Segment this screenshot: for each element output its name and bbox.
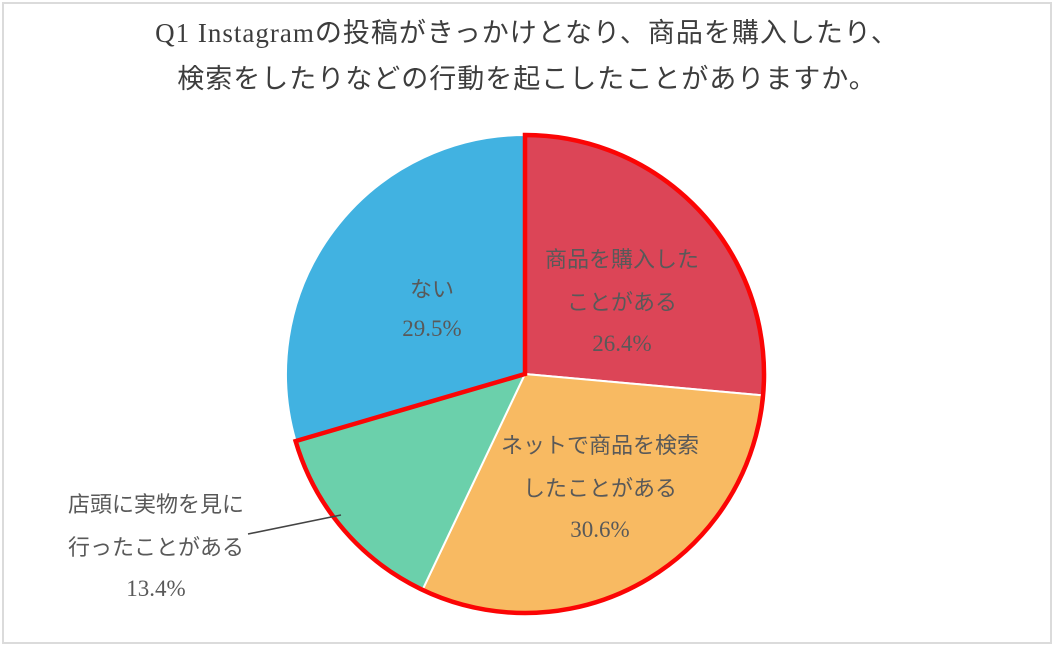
slice-label-search-pct: 30.6% bbox=[570, 517, 630, 542]
slice-label-purchase-line-2: ことがある bbox=[566, 291, 677, 316]
pie-slice bbox=[285, 134, 526, 443]
highlight-outline bbox=[292, 132, 767, 616]
chart-title-line-1: Q1 Instagramの投稿がきっかけとなり、商品を購入したり、 bbox=[155, 18, 899, 48]
slice-label-search-line-2: したことがある bbox=[522, 477, 677, 502]
slice-label-purchase: 商品を購入した ことがある 26.4% bbox=[482, 239, 762, 362]
slice-label-store-line-1: 店頭に実物を見に bbox=[67, 493, 244, 518]
slice-label-store: 店頭に実物を見に 行ったことがある 13.4% bbox=[26, 484, 286, 607]
slice-label-store-pct: 13.4% bbox=[126, 576, 186, 601]
slice-label-purchase-line-1: 商品を購入した bbox=[544, 248, 699, 273]
slice-label-search: ネットで商品を検索 したことがある 30.6% bbox=[460, 425, 740, 548]
slice-label-none-line-1: ない bbox=[409, 278, 454, 303]
chart-title: Q1 Instagramの投稿がきっかけとなり、商品を購入したり、 検索をしたり… bbox=[0, 10, 1054, 102]
slice-label-none-pct: 29.5% bbox=[402, 316, 462, 341]
slice-label-search-line-1: ネットで商品を検索 bbox=[500, 434, 699, 459]
slice-label-store-line-2: 行ったことがある bbox=[67, 536, 244, 561]
chart-title-line-2: 検索をしたりなどの行動を起こしたことがありますか。 bbox=[177, 64, 877, 94]
slice-label-none: ない 29.5% bbox=[312, 272, 552, 347]
slice-label-purchase-pct: 26.4% bbox=[592, 331, 652, 356]
leader-line bbox=[247, 514, 342, 535]
